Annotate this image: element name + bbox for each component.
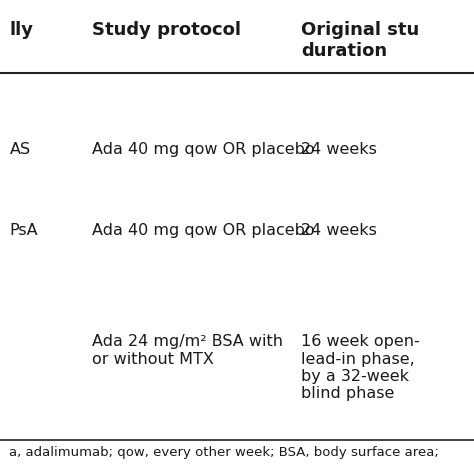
- Text: Study protocol: Study protocol: [92, 21, 241, 39]
- Text: a, adalimumab; qow, every other week; BSA, body surface area;: a, adalimumab; qow, every other week; BS…: [9, 446, 439, 458]
- Text: AS: AS: [9, 142, 31, 157]
- Text: Ada 24 mg/m² BSA with
or without MTX: Ada 24 mg/m² BSA with or without MTX: [92, 334, 283, 366]
- Text: PsA: PsA: [9, 223, 38, 238]
- Text: 24 weeks: 24 weeks: [301, 223, 377, 238]
- Text: 16 week open-
lead-in phase,
by a 32-week
blind phase: 16 week open- lead-in phase, by a 32-wee…: [301, 334, 420, 401]
- Text: Original stu
duration: Original stu duration: [301, 21, 419, 60]
- Text: Ada 40 mg qow OR placebo: Ada 40 mg qow OR placebo: [92, 223, 315, 238]
- Text: Ada 40 mg qow OR placebo: Ada 40 mg qow OR placebo: [92, 142, 315, 157]
- Text: lly: lly: [9, 21, 34, 39]
- Text: 24 weeks: 24 weeks: [301, 142, 377, 157]
